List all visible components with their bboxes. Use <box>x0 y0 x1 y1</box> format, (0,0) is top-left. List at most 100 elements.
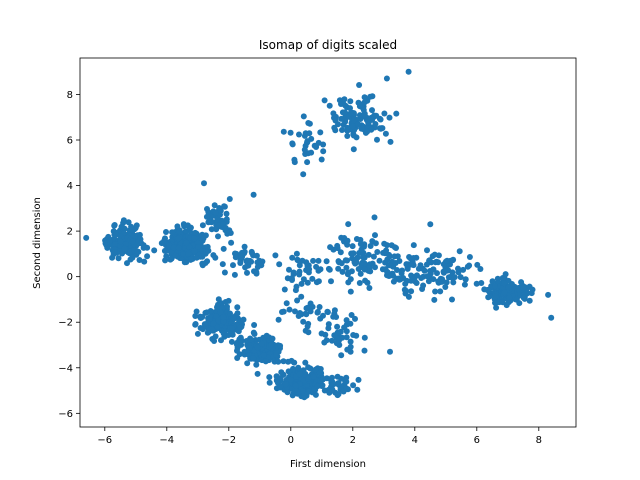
data-point <box>367 243 374 249</box>
data-point <box>369 93 376 100</box>
data-point <box>289 140 296 147</box>
data-point <box>341 109 348 116</box>
data-point <box>117 238 124 245</box>
data-point <box>442 284 449 290</box>
data-point <box>382 130 389 137</box>
data-point <box>285 358 292 365</box>
data-point <box>208 213 215 220</box>
data-point <box>432 288 439 295</box>
data-point <box>387 138 394 145</box>
data-point <box>330 246 337 253</box>
data-point <box>349 123 356 130</box>
data-point <box>516 300 523 307</box>
data-point <box>341 324 348 331</box>
data-point <box>386 114 393 121</box>
data-point <box>158 240 165 247</box>
data-point <box>347 338 354 345</box>
data-point <box>201 180 207 187</box>
data-point <box>215 233 221 240</box>
data-point <box>361 266 368 273</box>
data-point <box>302 359 309 366</box>
x-tick-label: 8 <box>536 435 542 446</box>
data-point <box>317 129 324 136</box>
data-point <box>305 375 312 382</box>
data-point <box>349 243 356 250</box>
data-point <box>328 278 334 285</box>
data-point <box>166 242 173 249</box>
x-tick-label: 4 <box>412 435 418 446</box>
data-point <box>348 312 355 318</box>
x-tick-label: 6 <box>474 435 480 446</box>
data-point <box>226 196 233 202</box>
x-tick-label: −4 <box>159 435 174 446</box>
data-point <box>444 257 451 264</box>
data-point <box>343 264 350 271</box>
data-point <box>106 237 113 244</box>
data-point <box>330 110 337 117</box>
data-point <box>134 248 141 255</box>
data-point <box>345 221 352 228</box>
data-point <box>506 294 513 301</box>
data-point <box>204 206 210 212</box>
data-point <box>219 261 226 268</box>
data-point <box>529 286 536 293</box>
data-point <box>185 250 192 257</box>
data-point <box>169 229 176 236</box>
data-point <box>238 253 245 260</box>
data-point <box>254 370 261 377</box>
data-point <box>408 288 415 295</box>
data-point <box>306 266 313 273</box>
data-point <box>275 316 282 323</box>
data-point <box>296 371 303 378</box>
data-point <box>240 316 247 323</box>
data-point <box>338 352 345 359</box>
data-point <box>334 392 341 399</box>
data-point <box>253 361 260 368</box>
data-point <box>410 242 417 249</box>
data-point <box>294 256 301 263</box>
data-point <box>234 355 241 361</box>
data-point <box>474 261 481 268</box>
data-point <box>424 273 431 280</box>
data-point <box>435 259 442 266</box>
data-point <box>304 159 311 166</box>
data-point <box>437 275 444 282</box>
data-point <box>321 387 328 394</box>
data-point <box>217 309 224 316</box>
data-point <box>208 226 215 233</box>
data-point <box>365 251 372 258</box>
data-point <box>456 248 463 255</box>
data-point <box>334 323 341 330</box>
data-point <box>170 244 177 251</box>
data-point <box>292 308 298 315</box>
data-point <box>283 300 290 307</box>
data-point <box>141 258 148 265</box>
data-point <box>355 376 362 383</box>
data-point <box>241 243 248 250</box>
data-point <box>407 261 414 268</box>
data-point <box>221 269 228 276</box>
data-point <box>298 280 305 287</box>
data-point <box>180 251 186 257</box>
data-point <box>461 281 468 288</box>
data-point <box>228 239 235 246</box>
data-point <box>359 259 366 266</box>
data-point <box>313 279 320 286</box>
data-point <box>325 321 332 328</box>
data-point <box>357 270 364 277</box>
data-point <box>246 344 253 351</box>
data-point <box>518 279 525 286</box>
data-point <box>337 249 344 256</box>
data-point <box>280 128 287 135</box>
data-point <box>494 275 501 282</box>
data-point <box>413 280 420 286</box>
data-point <box>359 254 366 261</box>
data-point <box>335 265 342 272</box>
data-point <box>220 330 227 337</box>
data-point <box>520 294 527 301</box>
data-point <box>304 323 311 330</box>
data-point <box>262 358 269 365</box>
data-point <box>216 206 223 213</box>
data-point <box>281 286 288 293</box>
